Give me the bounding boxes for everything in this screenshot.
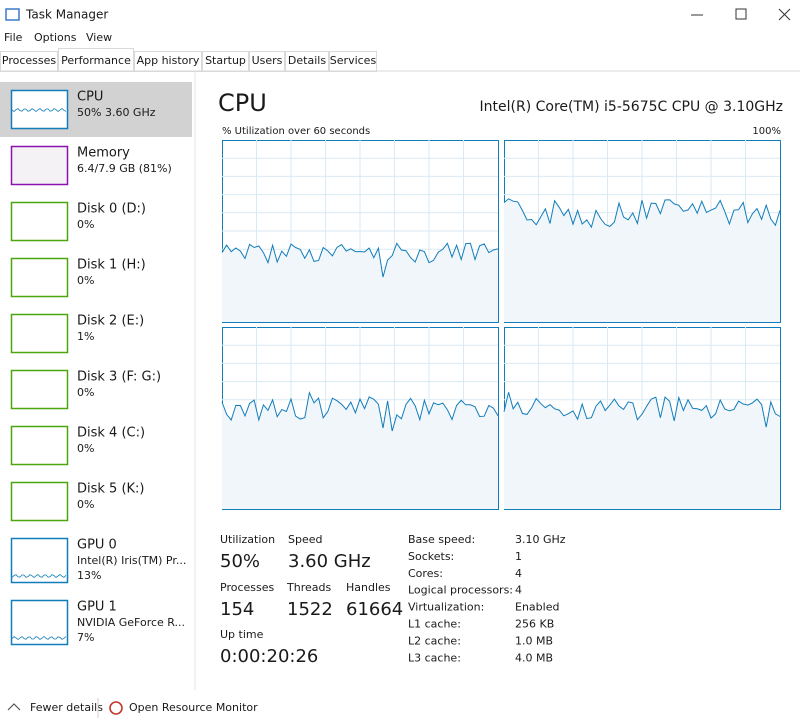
window-title: Task Manager — [25, 8, 108, 22]
fewer-details[interactable]: Fewer details — [30, 701, 103, 714]
graph-label: % Utilization over 60 seconds — [222, 126, 370, 137]
spec-label: Virtualization: — [408, 601, 484, 614]
app-icon — [5, 8, 20, 21]
menu-item[interactable]: View — [86, 31, 112, 44]
spec-value: 1.0 MB — [515, 634, 553, 647]
maximize-button[interactable] — [735, 8, 747, 20]
thumbnail[interactable] — [10, 537, 69, 584]
resource-monitor-icon[interactable] — [109, 701, 123, 715]
tab-label[interactable]: Users — [252, 54, 283, 67]
spec-value: 256 KB — [515, 618, 554, 631]
item-detail[interactable]: 0% — [77, 274, 94, 287]
stat-value: 61664 — [346, 599, 403, 620]
item-name[interactable]: Disk 1 (H:) — [77, 258, 146, 273]
stats: Utilization 50% Speed 3.60 GHz Processes 154 T… — [220, 533, 403, 667]
thumbnail[interactable] — [10, 313, 69, 354]
menu-item[interactable]: File — [4, 31, 23, 44]
item-detail[interactable]: 13% — [77, 569, 101, 582]
thumbnail[interactable] — [10, 369, 69, 410]
item-name[interactable]: GPU 0 — [77, 538, 117, 553]
item-detail[interactable]: 50% 3.60 GHz — [77, 106, 156, 119]
thumbnail-line — [11, 635, 67, 641]
spec-label: Logical processors: — [408, 584, 513, 597]
stat-label: Handles — [346, 581, 391, 594]
tab-label[interactable]: Details — [288, 54, 326, 67]
tab-label[interactable]: App history — [137, 54, 200, 67]
item-name[interactable]: Memory — [77, 146, 130, 161]
tab-label[interactable]: Performance — [61, 54, 131, 67]
item-detail[interactable]: NVIDIA GeForce R... — [77, 616, 185, 629]
spec-label: L3 cache: — [408, 651, 461, 664]
cpu-graphs — [221, 140, 781, 510]
stat-label: Threads — [286, 581, 331, 594]
item-name[interactable]: Disk 2 (E:) — [77, 314, 144, 329]
item-detail[interactable]: 0% — [77, 386, 94, 399]
graph-area — [504, 198, 780, 322]
spec-value: 4 — [515, 584, 522, 597]
graph-line — [221, 242, 499, 278]
menu-item[interactable]: Options — [34, 31, 77, 44]
spec-label: L1 cache: — [408, 618, 461, 631]
item-detail[interactable]: 1% — [77, 330, 94, 343]
item-detail[interactable]: 0% — [77, 218, 94, 231]
main-title: CPU — [218, 89, 267, 117]
tab-label[interactable]: Services — [330, 54, 377, 67]
spec-label: L2 cache: — [408, 634, 461, 647]
item-detail[interactable]: Intel(R) Iris(TM) Pr... — [77, 554, 186, 567]
stat-label: Utilization — [220, 533, 275, 546]
graph-line — [221, 391, 499, 432]
spec-value: 1 — [515, 550, 522, 563]
spec-value: 3.10 GHz — [515, 533, 566, 546]
thumbnail[interactable] — [10, 481, 69, 522]
spec-label: Base speed: — [408, 533, 475, 546]
graph-max: 100% — [752, 126, 781, 137]
item-name[interactable]: GPU 1 — [77, 600, 117, 615]
thumbnail[interactable] — [10, 425, 69, 466]
thumbnail[interactable] — [10, 89, 69, 130]
graph-area — [504, 392, 780, 509]
stat-value: 1522 — [287, 599, 333, 620]
tab-label[interactable]: Startup — [205, 54, 246, 67]
stat-label: Processes — [220, 581, 274, 594]
spec-value: 4.0 MB — [515, 651, 553, 664]
fewer-details-icon[interactable] — [7, 703, 21, 711]
thumbnail-line — [11, 107, 67, 113]
item-name[interactable]: Disk 3 (F: G:) — [77, 370, 161, 385]
thumbnail[interactable] — [10, 145, 69, 186]
stat-value: 0:00:20:26 — [220, 646, 318, 667]
graph-line — [503, 198, 781, 229]
stat-value: 3.60 GHz — [288, 551, 371, 572]
thumbnail[interactable] — [10, 201, 69, 242]
spec-label: Cores: — [408, 567, 443, 580]
spec-value: Enabled — [515, 601, 559, 614]
stat-value: 154 — [220, 599, 254, 620]
stat-value: 50% — [220, 551, 260, 572]
menu-bar: File Options View — [4, 31, 112, 44]
item-detail[interactable]: 0% — [77, 442, 94, 455]
cpu-model: Intel(R) Core(TM) i5-5675C CPU @ 3.10GHz — [480, 99, 783, 115]
item-detail[interactable]: 0% — [77, 498, 94, 511]
graph-line — [503, 392, 781, 428]
stat-label: Up time — [220, 628, 264, 641]
item-detail[interactable]: 7% — [77, 631, 94, 644]
graph-area — [222, 243, 498, 322]
item-detail[interactable]: 6.4/7.9 GB (81%) — [77, 162, 172, 175]
tab-label[interactable]: Processes — [2, 54, 56, 67]
item-name[interactable]: Disk 5 (K:) — [77, 482, 145, 497]
specs: Base speed: 3.10 GHz Sockets: 1 Cores: 4Logic… — [408, 533, 566, 664]
close-button[interactable] — [778, 8, 791, 21]
item-name[interactable]: CPU — [77, 90, 103, 105]
item-name[interactable]: Disk 4 (C:) — [77, 426, 145, 441]
spec-label: Sockets: — [408, 550, 454, 563]
graph-area — [222, 392, 498, 509]
spec-value: 4 — [515, 567, 522, 580]
item-name[interactable]: Disk 0 (D:) — [77, 202, 146, 217]
thumbnail[interactable] — [10, 257, 69, 298]
stat-label: Speed — [288, 533, 322, 546]
open-resource-monitor[interactable]: Open Resource Monitor — [129, 701, 258, 714]
tab-bar: Processes Performance App history Startup Us… — [0, 48, 377, 72]
thumbnail-line — [11, 573, 67, 579]
